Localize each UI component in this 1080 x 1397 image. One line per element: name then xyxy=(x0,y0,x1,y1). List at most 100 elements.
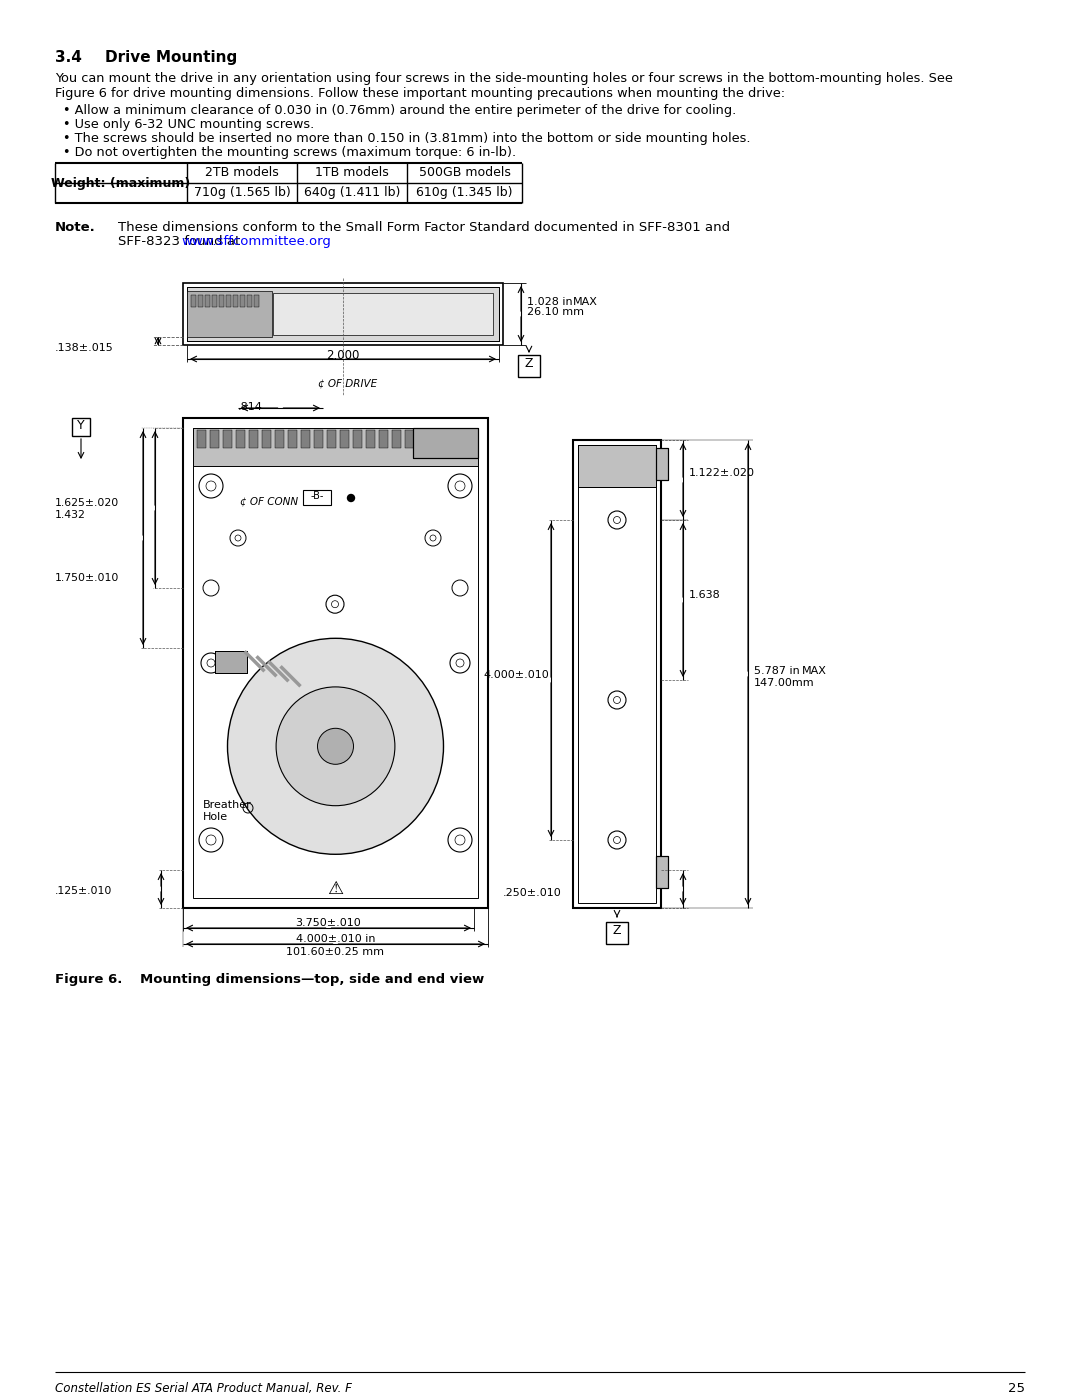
Bar xyxy=(212,295,217,307)
Bar xyxy=(254,295,259,307)
Circle shape xyxy=(228,638,444,855)
Text: 26.10 mm: 26.10 mm xyxy=(527,307,584,317)
Text: 1.432: 1.432 xyxy=(55,510,86,520)
Text: Z: Z xyxy=(612,923,621,937)
Text: 2TB models: 2TB models xyxy=(205,166,279,179)
Bar xyxy=(366,430,375,448)
Bar xyxy=(215,651,247,673)
Text: 1.625±.020: 1.625±.020 xyxy=(55,497,119,509)
Text: 2.000: 2.000 xyxy=(326,349,360,362)
Bar xyxy=(240,295,245,307)
Bar xyxy=(314,430,323,448)
Text: ¢ OF DRIVE: ¢ OF DRIVE xyxy=(319,379,378,388)
Bar xyxy=(656,856,669,888)
Text: 101.60±0.25 mm: 101.60±0.25 mm xyxy=(286,947,384,957)
Bar xyxy=(226,295,231,307)
Bar xyxy=(187,286,499,341)
Bar xyxy=(656,448,669,481)
Text: Figure 6 for drive mounting dimensions. Follow these important mounting precauti: Figure 6 for drive mounting dimensions. … xyxy=(55,87,785,101)
Circle shape xyxy=(318,728,353,764)
Bar xyxy=(215,651,247,673)
Bar xyxy=(197,430,206,448)
Text: 25: 25 xyxy=(1008,1382,1025,1396)
Bar xyxy=(606,922,627,944)
Text: 3.750±.010: 3.750±.010 xyxy=(296,918,362,928)
Circle shape xyxy=(348,495,354,502)
Text: 5.787 in: 5.787 in xyxy=(754,666,800,676)
Text: .138±.015: .138±.015 xyxy=(55,344,113,353)
Text: Y: Y xyxy=(77,419,85,432)
Text: • Allow a minimum clearance of 0.030 in (0.76mm) around the entire perimeter of : • Allow a minimum clearance of 0.030 in … xyxy=(63,103,737,117)
Text: You can mount the drive in any orientation using four screws in the side-mountin: You can mount the drive in any orientati… xyxy=(55,73,953,85)
Text: Z: Z xyxy=(525,358,534,370)
Bar xyxy=(340,430,349,448)
Text: ⚠: ⚠ xyxy=(327,880,343,898)
Text: 1.122±.020: 1.122±.020 xyxy=(689,468,755,478)
Text: • Do not overtighten the mounting screws (maximum torque: 6 in-lb).: • Do not overtighten the mounting screws… xyxy=(63,147,516,159)
Text: Breather: Breather xyxy=(203,800,252,810)
Bar xyxy=(379,430,388,448)
Bar xyxy=(183,418,488,908)
Text: 147.00mm: 147.00mm xyxy=(754,678,814,687)
Text: SFF-8323 found at: SFF-8323 found at xyxy=(118,235,244,249)
Bar xyxy=(72,418,90,436)
Bar xyxy=(262,430,271,448)
Bar xyxy=(656,448,669,481)
Bar xyxy=(210,430,219,448)
Bar xyxy=(578,446,656,488)
Text: Weight: (maximum): Weight: (maximum) xyxy=(52,177,191,190)
Bar xyxy=(193,427,478,898)
Bar xyxy=(418,430,427,448)
Text: 640g (1.411 lb): 640g (1.411 lb) xyxy=(303,186,401,198)
Bar xyxy=(222,430,232,448)
Bar xyxy=(656,856,669,888)
Text: 3.4: 3.4 xyxy=(55,50,82,66)
Bar xyxy=(205,295,210,307)
Text: Figure 6.: Figure 6. xyxy=(55,972,122,986)
Bar xyxy=(405,430,414,448)
Bar xyxy=(247,295,252,307)
Bar xyxy=(191,295,195,307)
Text: MAX: MAX xyxy=(802,666,827,676)
Text: Mounting dimensions—top, side and end view: Mounting dimensions—top, side and end vi… xyxy=(140,972,484,986)
Bar xyxy=(233,295,238,307)
Bar xyxy=(413,427,478,458)
Text: 1.028 in: 1.028 in xyxy=(527,298,572,307)
Bar xyxy=(413,427,478,458)
Text: 4.000±.010: 4.000±.010 xyxy=(483,671,549,680)
Text: 710g (1.565 lb): 710g (1.565 lb) xyxy=(193,186,291,198)
Text: 1.638: 1.638 xyxy=(689,590,720,599)
Text: www.sffcommittee.org: www.sffcommittee.org xyxy=(181,235,332,249)
Bar xyxy=(187,286,499,341)
Bar xyxy=(273,293,492,335)
Bar xyxy=(288,430,297,448)
Text: -B-: -B- xyxy=(310,490,324,502)
Text: 1.750±.010: 1.750±.010 xyxy=(55,573,120,583)
Bar xyxy=(303,490,330,504)
Bar xyxy=(518,355,540,377)
Text: 4.000±.010 in: 4.000±.010 in xyxy=(296,935,375,944)
Bar xyxy=(392,430,401,448)
Text: Hole: Hole xyxy=(203,812,228,821)
Bar xyxy=(578,446,656,902)
Bar xyxy=(573,440,661,908)
Bar xyxy=(219,295,224,307)
Text: ¢ OF CONN: ¢ OF CONN xyxy=(240,496,298,506)
Text: MAX: MAX xyxy=(573,298,598,307)
Bar xyxy=(578,446,656,488)
Text: These dimensions conform to the Small Form Factor Standard documented in SFF-830: These dimensions conform to the Small Fo… xyxy=(118,221,730,235)
Text: 1TB models: 1TB models xyxy=(315,166,389,179)
Bar xyxy=(353,430,362,448)
Text: Note.: Note. xyxy=(55,221,96,235)
Bar xyxy=(327,430,336,448)
Text: 500GB models: 500GB models xyxy=(419,166,511,179)
Text: • Use only 6-32 UNC mounting screws.: • Use only 6-32 UNC mounting screws. xyxy=(63,117,314,131)
Bar xyxy=(249,430,258,448)
Text: .125±.010: .125±.010 xyxy=(55,886,112,895)
Text: .814: .814 xyxy=(238,402,262,412)
Text: .250±.010: .250±.010 xyxy=(503,888,562,898)
Text: Constellation ES Serial ATA Product Manual, Rev. F: Constellation ES Serial ATA Product Manu… xyxy=(55,1382,352,1396)
Bar xyxy=(193,427,478,467)
Bar xyxy=(301,430,310,448)
Bar xyxy=(275,430,284,448)
